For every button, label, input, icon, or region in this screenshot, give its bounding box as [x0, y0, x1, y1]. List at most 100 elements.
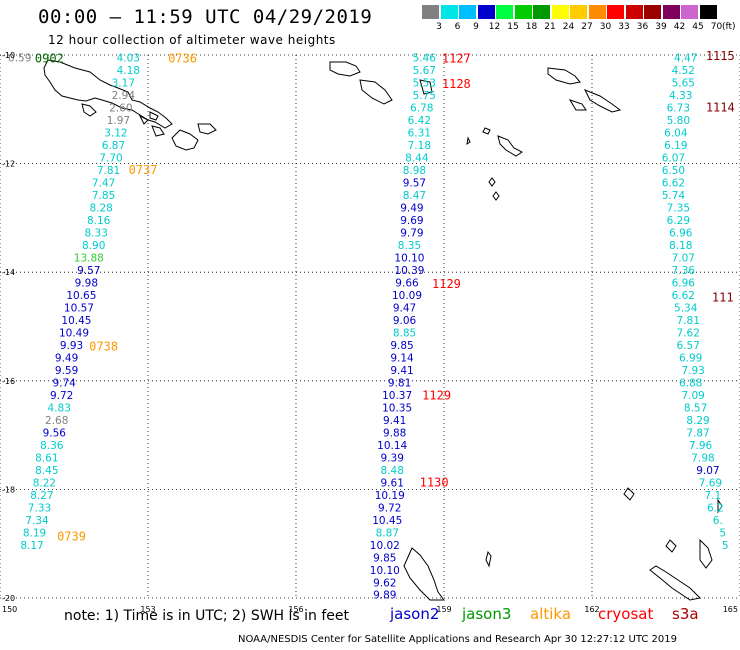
legend-swatch — [459, 5, 476, 19]
wave-height-value: 6.04 — [664, 128, 688, 140]
wave-height-value: 7.36 — [672, 265, 696, 277]
legend-label: 33 — [618, 22, 630, 32]
lat-lon-grid — [0, 54, 740, 599]
coastline-reef-5 — [466, 136, 471, 146]
wave-height-value: 9.62 — [373, 577, 396, 589]
wave-height-value: 7.81 — [97, 165, 120, 177]
wave-height-value: 13.88 — [74, 253, 104, 265]
legend-label: 36 — [636, 22, 649, 32]
page-subtitle: 12 hour collection of altimeter wave hei… — [48, 33, 336, 47]
wave-height-value: 9.79 — [400, 228, 423, 240]
coastline-reef-8 — [699, 538, 713, 569]
legend-swatch — [533, 5, 550, 19]
wave-height-value: 5.74 — [662, 190, 686, 202]
wave-height-value: 9.59 — [55, 365, 78, 377]
legend-swatch — [588, 5, 606, 19]
wave-height-value: 8.98 — [403, 165, 426, 177]
coastline-png — [43, 59, 173, 129]
legend-swatch — [625, 5, 643, 19]
pass-time-label: 0902 — [35, 52, 64, 66]
legend-label: 15 — [507, 22, 519, 32]
wave-height-value: 1.97 — [107, 115, 130, 127]
wave-height-value: 8.85 — [393, 327, 416, 339]
wave-height-value: 4.52 — [672, 65, 695, 77]
wave-height-value: 9.69 — [400, 215, 423, 227]
coastline-island-4 — [197, 123, 217, 135]
legend-label: 9 — [473, 22, 479, 32]
wave-height-value: 9.56 — [43, 427, 67, 439]
coastline-solomon-1 — [329, 61, 361, 77]
legend-swatch — [477, 5, 495, 19]
wave-height-value: 6.96 — [669, 228, 693, 240]
wave-height-value: 6.2 — [707, 502, 724, 514]
satellite-label: jason3 — [462, 605, 512, 623]
wave-height-value: 2.94 — [112, 90, 136, 102]
wave-height-value: 7.47 — [92, 178, 115, 190]
legend-label: 39 — [655, 22, 667, 32]
x-tick-label: 159 — [436, 605, 451, 614]
wave-height-value: 9.61 — [381, 477, 404, 489]
coastline-new-caledonia — [649, 565, 702, 601]
page-title: 00:00 – 11:59 UTC 04/29/2019 — [38, 6, 373, 28]
y-tick-label: -18 — [2, 485, 15, 494]
legend-label: 45 — [692, 22, 704, 32]
wave-height-value: 10.10 — [370, 565, 400, 577]
wave-height-value: 4.83 — [48, 402, 71, 414]
wave-height-value: 3.17 — [112, 78, 135, 90]
legend-swatch — [422, 5, 439, 19]
wave-height-value: 8.44 — [405, 153, 429, 165]
wave-height-value: 10.35 — [382, 402, 412, 414]
wave-height-value: 5.46 — [413, 53, 437, 65]
legend-label: 18 — [525, 22, 538, 32]
wave-height-value: 8.29 — [686, 415, 709, 427]
wave-height-value: 6.87 — [102, 140, 125, 152]
track-c: 5.465.675.535.756.786.426.317.188.448.98… — [370, 53, 437, 602]
coastline-island-3 — [171, 129, 199, 151]
coastline-island-5 — [151, 125, 165, 137]
coastline-island-6 — [138, 114, 149, 125]
wave-height-value: 8.87 — [376, 527, 399, 539]
y-tick-label: -14 — [2, 268, 15, 277]
track-b: 4.034.183.172.942.601.973.126.877.707.81… — [20, 53, 140, 552]
wave-height-value: 7.81 — [677, 315, 700, 327]
coastline-reef-9 — [665, 539, 677, 553]
wave-height-value: 9.49 — [400, 203, 423, 215]
pass-time-label: 0736 — [168, 52, 197, 66]
wave-height-value: 8.27 — [30, 490, 53, 502]
wave-height-value: 9.49 — [55, 352, 78, 364]
legend-label: 24 — [562, 22, 575, 32]
wave-height-value: 7.93 — [681, 365, 704, 377]
wave-height-value: 8.17 — [20, 540, 43, 552]
coastline-island-1 — [81, 103, 97, 117]
legend-swatch — [662, 5, 680, 19]
track-a: 0.59 — [8, 53, 31, 65]
wave-height-value: 10.37 — [382, 390, 412, 402]
legend-swatch — [570, 5, 587, 19]
wave-height-value: 6.29 — [667, 215, 690, 227]
legend-label: 42 — [673, 22, 686, 32]
wave-height-value: 6.57 — [677, 340, 700, 352]
legend-swatch — [681, 5, 698, 19]
coastline-chesterfield — [403, 547, 445, 601]
wave-height-value: 8.18 — [669, 240, 692, 252]
wave-height-value: 5.53 — [413, 78, 436, 90]
wave-height-value: 8.33 — [85, 228, 108, 240]
wave-height-value: 6.78 — [410, 103, 433, 115]
wave-height-value: 10.14 — [377, 440, 407, 452]
note-text: note: 1) Time is in UTC; 2) SWH is in fe… — [64, 608, 350, 624]
wave-height-value: 6.73 — [667, 103, 690, 115]
coastline-reef-6 — [485, 550, 492, 568]
wave-height-value: 7.87 — [686, 427, 709, 439]
wave-height-value: 9.57 — [77, 265, 100, 277]
legend-label: 3 — [436, 22, 442, 32]
legend-label: 70 — [710, 22, 723, 32]
wave-height-value: 6. — [713, 515, 723, 527]
pass-time-label: 1115 — [706, 49, 735, 63]
wave-height-value: 6.19 — [664, 140, 687, 152]
legend-swatch — [440, 5, 458, 19]
wave-height-value: 10.45 — [61, 315, 91, 327]
wave-height-value: 8.61 — [35, 452, 58, 464]
wave-height-value: 6.99 — [679, 352, 702, 364]
x-tick-label: 153 — [140, 605, 155, 614]
